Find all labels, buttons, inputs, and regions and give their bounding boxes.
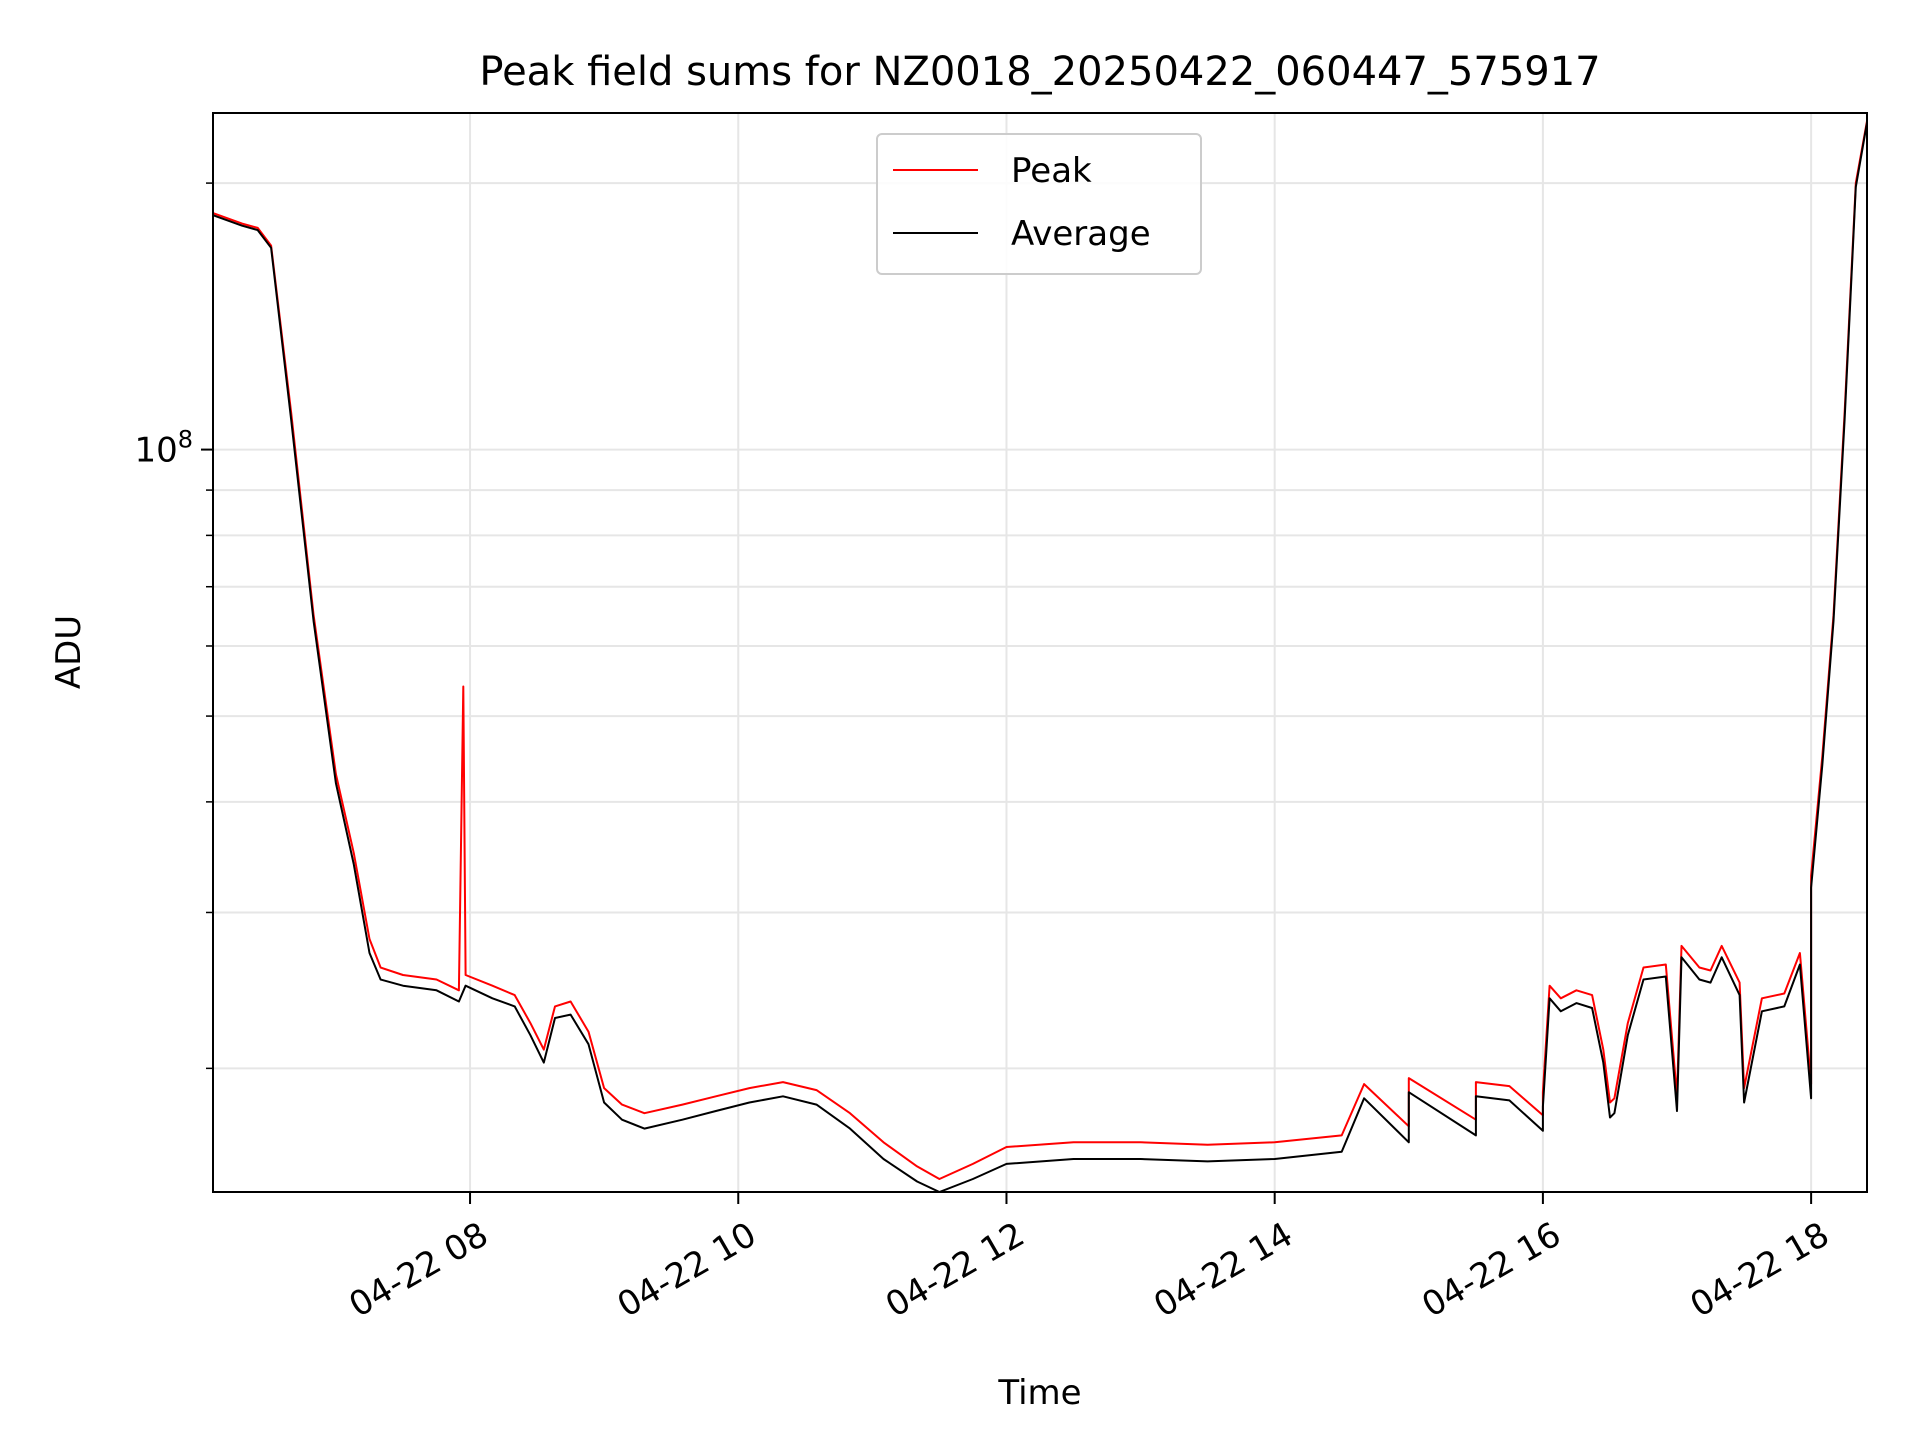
series-line-peak (213, 120, 1867, 1180)
legend-average-label: Average (1011, 214, 1151, 254)
plot-frame (212, 112, 1868, 1193)
chart-title: Peak field sums for NZ0018_20250422_0604… (479, 49, 1600, 95)
legend-peak-label: Peak (1011, 151, 1092, 191)
y-tick-label: 108 (134, 426, 193, 471)
legend: Peak Average (876, 133, 1202, 275)
x-axis-label: Time (997, 1373, 1081, 1413)
series-layer (213, 120, 1867, 1192)
series-line-average (213, 122, 1867, 1192)
y-axis-label: ADU (49, 615, 89, 689)
